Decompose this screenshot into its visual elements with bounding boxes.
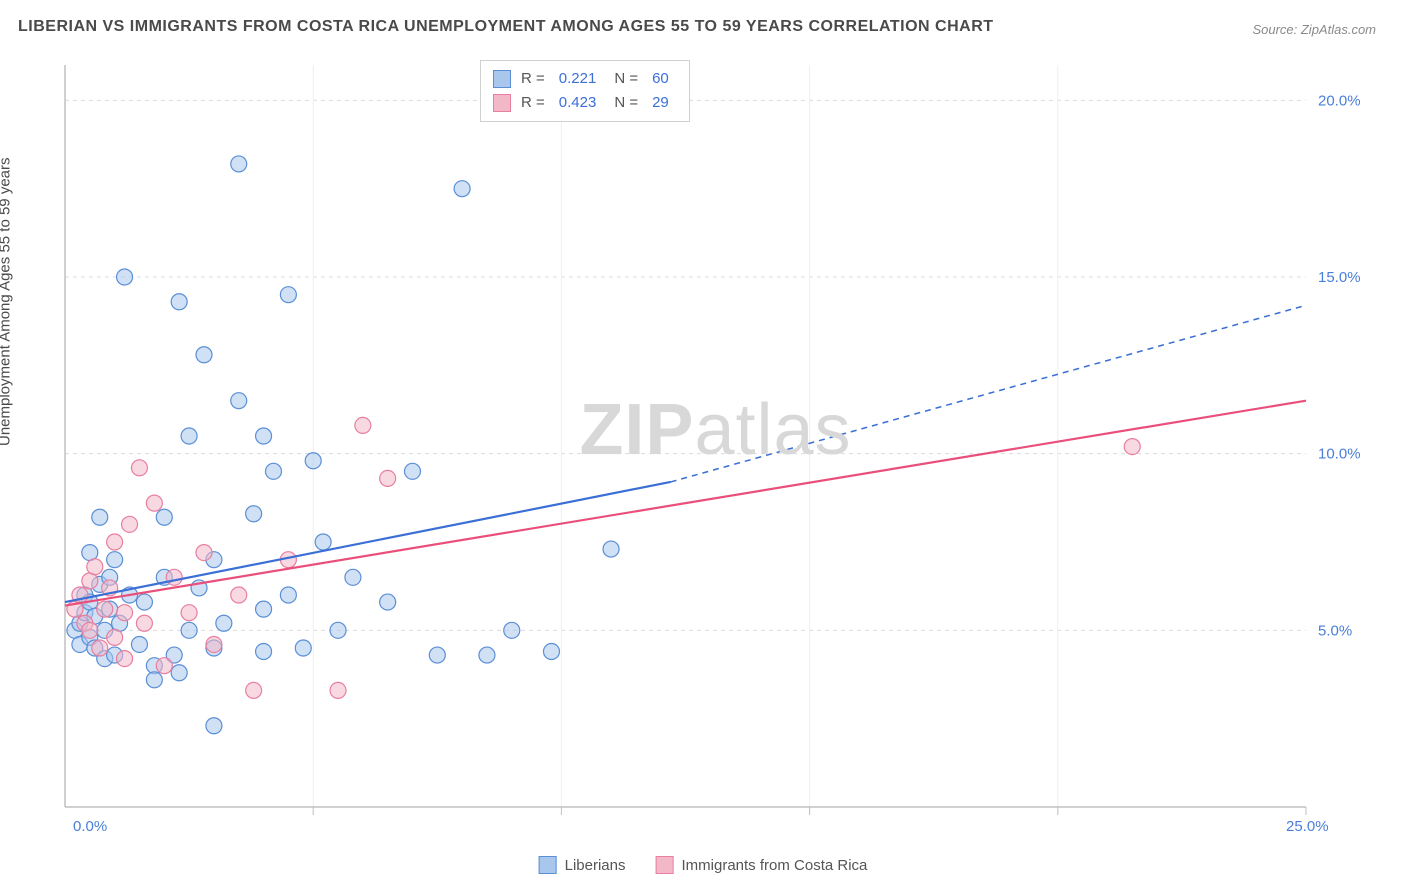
chart-title: LIBERIAN VS IMMIGRANTS FROM COSTA RICA U… xyxy=(18,18,994,36)
swatch-blue xyxy=(539,856,557,874)
swatch-pink xyxy=(656,856,674,874)
n-value-1: 60 xyxy=(652,67,669,91)
swatch-pink xyxy=(493,94,511,112)
n-label: N = xyxy=(614,91,638,115)
svg-text:0.0%: 0.0% xyxy=(73,818,107,835)
bottom-legend: Liberians Immigrants from Costa Rica xyxy=(539,856,868,874)
stats-legend: R = 0.221 N = 60 R = 0.423 N = 29 xyxy=(480,60,690,122)
legend-label-blue: Liberians xyxy=(565,857,626,874)
r-value-2: 0.423 xyxy=(559,91,597,115)
n-value-2: 29 xyxy=(652,91,669,115)
svg-text:5.0%: 5.0% xyxy=(1318,622,1352,639)
svg-text:25.0%: 25.0% xyxy=(1286,818,1329,835)
svg-text:15.0%: 15.0% xyxy=(1318,269,1361,286)
stats-row-series1: R = 0.221 N = 60 xyxy=(493,67,677,91)
scatter-chart: 5.0% 10.0% 15.0% 20.0% 0.0% 25.0% xyxy=(55,55,1376,837)
legend-label-pink: Immigrants from Costa Rica xyxy=(682,857,868,874)
plot-area: 5.0%10.0%15.0%20.0%0.0%25.0% ZIPatlas xyxy=(55,55,1376,837)
swatch-blue xyxy=(493,70,511,88)
r-label: R = xyxy=(521,91,545,115)
r-value-1: 0.221 xyxy=(559,67,597,91)
legend-item-pink: Immigrants from Costa Rica xyxy=(656,856,868,874)
n-label: N = xyxy=(614,67,638,91)
legend-item-blue: Liberians xyxy=(539,856,626,874)
y-axis-label: Unemployment Among Ages 55 to 59 years xyxy=(0,157,14,446)
svg-text:20.0%: 20.0% xyxy=(1318,92,1361,109)
source-label: Source: ZipAtlas.com xyxy=(1252,22,1376,37)
r-label: R = xyxy=(521,67,545,91)
svg-text:10.0%: 10.0% xyxy=(1318,446,1361,463)
stats-row-series2: R = 0.423 N = 29 xyxy=(493,91,677,115)
